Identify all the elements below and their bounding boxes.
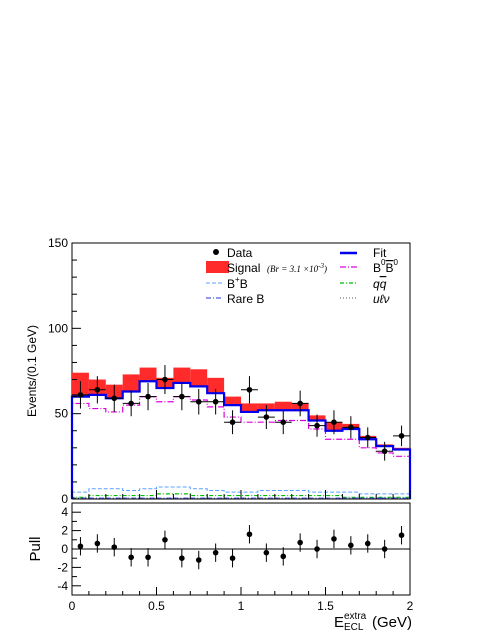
legend: Data Fit Signal (Br = 3.1 ×10-3) B0B0 B+… xyxy=(206,246,398,306)
pull-layer xyxy=(72,525,410,570)
pull-x-tick-label: 2 xyxy=(407,599,414,613)
pull-point xyxy=(212,549,219,556)
b0b0bar-histogram xyxy=(71,396,411,499)
x-axis-label-sup: extra xyxy=(344,611,367,622)
pull-point xyxy=(263,549,270,556)
pull-point xyxy=(179,555,185,561)
pull-x-tick-label: 1 xyxy=(238,599,245,613)
pull-point xyxy=(77,543,84,550)
pull-x-tick-label: 0 xyxy=(69,599,76,613)
data-point xyxy=(246,386,253,393)
main-y-tick-label: 50 xyxy=(55,407,69,421)
legend-b0b0bar-label: B0B0 xyxy=(373,258,398,275)
signal-bar xyxy=(224,396,241,406)
pull-point xyxy=(128,554,134,561)
data-point xyxy=(229,419,236,426)
data-point xyxy=(145,393,151,400)
main-y-axis-label: Events/(0.1 GeV) xyxy=(25,325,39,417)
pull-point xyxy=(246,531,253,538)
bpbm-histogram xyxy=(71,486,411,499)
pull-y-tick-label: -4 xyxy=(57,579,68,593)
legend-signal-label: Signal xyxy=(227,261,260,275)
data-point xyxy=(398,433,405,439)
data-point xyxy=(263,414,270,420)
data-point xyxy=(381,448,388,455)
pull-x-tick-label: 1.5 xyxy=(317,599,334,613)
main-y-tick-label: 0 xyxy=(61,492,68,506)
pull-y-tick-label: 4 xyxy=(61,505,68,519)
pull-y-tick-label: -2 xyxy=(57,560,68,574)
data-point xyxy=(314,422,320,429)
pull-point xyxy=(145,554,151,561)
pull-y-tick-label: 2 xyxy=(61,524,68,538)
data-point xyxy=(162,376,168,383)
data-point xyxy=(128,400,134,407)
pull-y-tick-label: 0 xyxy=(61,542,68,556)
signal-bar xyxy=(207,377,225,394)
data-point xyxy=(297,400,303,407)
pull-point xyxy=(297,539,303,546)
ulnu-histogram xyxy=(71,497,411,499)
legend-data-marker xyxy=(213,249,219,255)
data-point xyxy=(195,398,202,405)
pull-y-axis-label: Pull xyxy=(27,536,44,561)
signal-bar xyxy=(190,369,208,387)
signal-bar xyxy=(122,374,140,392)
pull-point xyxy=(94,540,101,547)
legend-qqbar-label: qq xyxy=(373,277,387,291)
data-point xyxy=(94,386,101,393)
x-axis-label-sub: ECL xyxy=(344,622,364,633)
pull-point xyxy=(331,536,337,542)
data-point xyxy=(348,424,354,431)
data-point xyxy=(364,434,371,441)
data-point xyxy=(212,398,219,405)
pull-axes: -4 -2 0 2 4 0 0.5 1 1.5 2 xyxy=(57,502,414,613)
signal-bar xyxy=(241,403,258,412)
pull-point xyxy=(280,553,287,560)
pull-point xyxy=(314,546,320,552)
signal-bar xyxy=(173,367,191,383)
fit-histogram xyxy=(70,380,412,499)
legend-data-label: Data xyxy=(227,246,253,260)
pull-point xyxy=(162,537,168,543)
signal-bar xyxy=(139,367,157,382)
pull-point xyxy=(381,546,388,552)
pull-point xyxy=(364,540,371,547)
data-point xyxy=(331,419,337,426)
data-point xyxy=(111,395,118,402)
legend-rareb-label: Rare B xyxy=(227,292,264,306)
data-point xyxy=(77,392,84,398)
pull-point xyxy=(195,557,202,563)
legend-ulnu-label: uℓν xyxy=(373,292,390,306)
main-axes: 0 50 100 150 xyxy=(48,236,411,506)
legend-signal-swatch xyxy=(206,261,229,273)
legend-bpbm-label: B+B xyxy=(227,275,248,291)
rareb-histogram xyxy=(71,497,411,499)
data-point xyxy=(179,393,185,400)
x-axis-label: E extra ECL (GeV) xyxy=(334,611,412,633)
x-axis-label-main: E xyxy=(334,614,344,631)
x-axis-label-unit: (GeV) xyxy=(372,614,412,631)
main-y-tick-label: 100 xyxy=(48,321,68,335)
pull-point xyxy=(398,532,405,538)
pull-point xyxy=(111,544,118,550)
pull-point xyxy=(229,555,236,561)
legend-signal-note: (Br = 3.1 ×10-3) xyxy=(267,262,327,274)
main-histogram-layer xyxy=(70,365,412,499)
legend-fit-label: Fit xyxy=(373,246,387,260)
data-point xyxy=(280,419,287,426)
pull-x-tick-label: 0.5 xyxy=(148,599,165,613)
signal-bar xyxy=(274,401,292,411)
qqbar-histogram xyxy=(71,493,411,499)
pull-point xyxy=(348,542,354,549)
main-y-tick-label: 150 xyxy=(48,236,68,250)
